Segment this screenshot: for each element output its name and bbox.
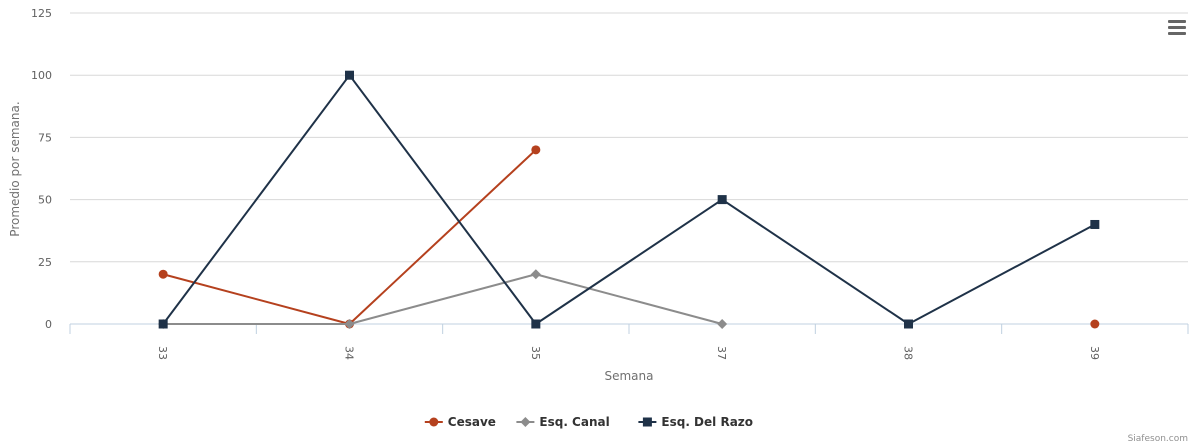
- legend-marker: [642, 417, 652, 427]
- series-esq-del-razo: [158, 70, 1100, 329]
- series-esq-canal: [158, 269, 728, 329]
- x-tick-label: 35: [529, 346, 542, 360]
- series-line: [162, 149, 537, 325]
- legend-label: Cesave: [448, 415, 496, 429]
- data-point: [531, 319, 541, 329]
- y-tick-label: 0: [45, 318, 52, 331]
- y-tick-label: 75: [38, 131, 52, 144]
- data-point: [530, 269, 541, 280]
- series-cesave: [158, 145, 1100, 329]
- data-point: [1090, 219, 1100, 229]
- hamburger-menu-icon: [1168, 20, 1186, 35]
- data-point: [344, 319, 355, 329]
- data-point: [345, 70, 354, 80]
- y-tick-label: 125: [31, 7, 52, 20]
- series-lines: [158, 70, 1100, 329]
- legend: Cesave Esq. Canal Esq. Del Razo: [424, 415, 753, 429]
- legend-item[interactable]: Esq. Del Razo: [638, 415, 753, 429]
- x-tick-label: 38: [902, 346, 915, 360]
- x-axis-title: Semana: [604, 369, 653, 383]
- y-axis-title: Promedio por semana.: [8, 101, 22, 236]
- data-point: [158, 269, 168, 279]
- credits-link[interactable]: Siafeson.com: [1128, 434, 1188, 443]
- data-point: [717, 319, 728, 329]
- legend-marker: [520, 417, 531, 427]
- legend-marker: [429, 417, 439, 427]
- y-axis-ticks: 0 25 50 75 100 125: [31, 7, 52, 331]
- y-tick-label: 50: [38, 194, 52, 207]
- chart-menu-button[interactable]: [1168, 20, 1186, 35]
- x-axis: 33 34 35 37 38 39: [69, 324, 1189, 360]
- legend-item[interactable]: Esq. Canal: [516, 415, 610, 429]
- series-line: [162, 74, 1096, 325]
- data-point: [904, 319, 913, 329]
- legend-item[interactable]: Cesave: [424, 415, 496, 429]
- series-line: [163, 273, 723, 325]
- data-point: [158, 319, 168, 329]
- y-grid-lines: [70, 12, 1188, 325]
- data-point: [531, 145, 541, 155]
- x-tick-label: 37: [715, 346, 728, 360]
- y-tick-label: 100: [31, 69, 52, 82]
- data-point: [717, 195, 727, 205]
- legend-label: Esq. Del Razo: [661, 415, 753, 429]
- y-tick-label: 25: [38, 256, 52, 269]
- x-tick-label: 39: [1088, 346, 1101, 360]
- legend-label: Esq. Canal: [539, 415, 609, 429]
- x-tick-label: 34: [343, 346, 356, 360]
- x-tick-label: 33: [156, 346, 169, 360]
- data-point: [1090, 319, 1100, 329]
